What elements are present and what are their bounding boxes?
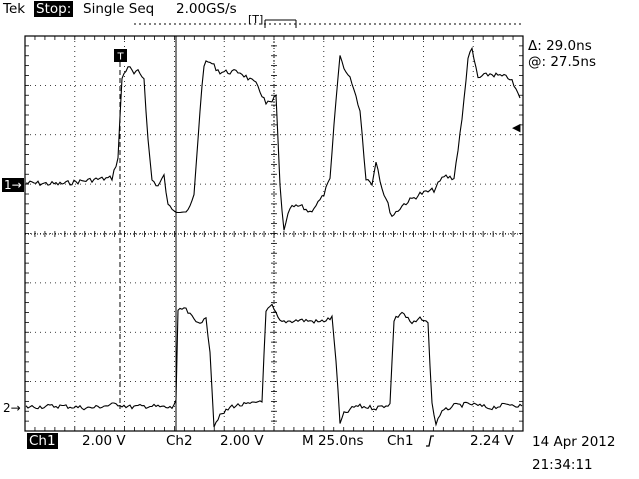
- acquisition-mode-label: Single Seq: [83, 1, 155, 17]
- trigger-position-marker[interactable]: [T]: [248, 13, 264, 26]
- ch2-ground-marker[interactable]: 2→: [3, 401, 21, 415]
- ch2-scale: 2.00 V: [220, 433, 264, 449]
- record-view-bar: [134, 19, 522, 28]
- graticule-grid: [24, 35, 524, 432]
- rising-edge-icon: [426, 435, 434, 447]
- cursor-position-readout: @: 27.5ns: [528, 54, 596, 70]
- ch2-waveform: [25, 303, 523, 428]
- trigger-marker-text: T: [116, 52, 124, 63]
- time-readout: 21:34:11: [532, 457, 593, 473]
- ch1-ground-marker[interactable]: 1→: [2, 178, 24, 192]
- acquisition-state-badge[interactable]: Stop:: [34, 1, 74, 17]
- trigger-source-label: Ch1: [387, 433, 414, 449]
- ch1-label[interactable]: Ch1: [27, 433, 58, 449]
- ch1-waveform: [25, 46, 521, 231]
- cursor-delta-readout: Δ: 29.0ns: [528, 38, 592, 54]
- trigger-level-readout: 2.24 V: [470, 433, 514, 449]
- trigger-level-arrow-icon[interactable]: ◀: [512, 121, 521, 134]
- date-readout: 14 Apr 2012: [532, 434, 616, 450]
- timebase-readout: M 25.0ns: [302, 433, 364, 449]
- brand-label: Tek: [3, 1, 26, 17]
- ch1-scale: 2.00 V: [82, 433, 126, 449]
- trigger-marker-icon[interactable]: T: [114, 49, 127, 63]
- ch2-label[interactable]: Ch2: [166, 433, 193, 449]
- sample-rate-label: 2.00GS/s: [176, 1, 237, 17]
